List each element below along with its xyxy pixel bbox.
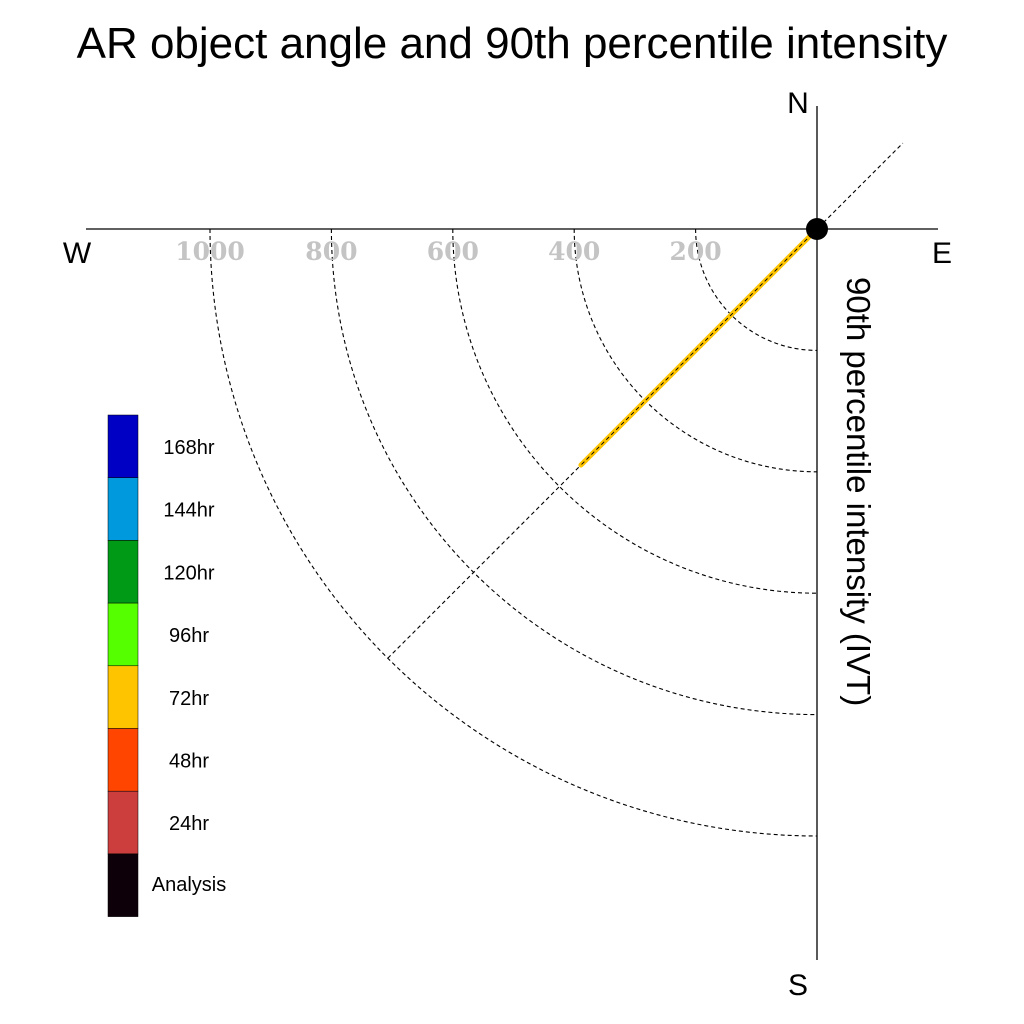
intensity-ring-200 — [695, 228, 818, 351]
legend: 168hr 144hr 120hr 96hr 72hr 48hr 24hr Analysis — [107, 414, 226, 917]
series-line-72hr — [578, 226, 820, 468]
legend-label: 168hr — [163, 437, 214, 459]
legend-swatch — [107, 414, 139, 478]
compass-west: W — [63, 237, 92, 270]
legend-swatch — [107, 602, 139, 667]
legend-label: Analysis — [152, 874, 226, 896]
compass-south: S — [788, 969, 808, 1002]
legend-label: 48hr — [169, 751, 209, 773]
legend-swatch — [107, 540, 139, 604]
legend-label: 120hr — [163, 562, 214, 584]
legend-label: 144hr — [163, 500, 214, 522]
legend-swatch — [107, 728, 139, 792]
trajectory-series — [578, 226, 820, 468]
compass-east: E — [932, 237, 952, 270]
radial-tick-label: 600 — [427, 237, 479, 266]
legend-label: 24hr — [169, 813, 209, 835]
intensity-ring-600 — [452, 228, 818, 594]
legend-label: 72hr — [169, 688, 209, 710]
radial-tick-labels: 200 400 600 800 1000 — [175, 237, 721, 266]
radial-tick-label: 1000 — [175, 237, 245, 266]
legend-swatch — [107, 477, 139, 541]
radial-tick-label: 200 — [670, 237, 722, 266]
radial-axis-label: 90th percentile intensity (IVT) — [840, 277, 877, 706]
origin-marker — [806, 218, 828, 240]
radial-tick-label: 800 — [305, 237, 357, 266]
legend-swatch — [107, 853, 139, 917]
chart-title: AR object angle and 90th percentile inte… — [77, 19, 948, 68]
legend-swatch — [107, 665, 139, 729]
compass-north: N — [787, 87, 809, 120]
radial-tick-label: 400 — [548, 237, 600, 266]
legend-swatch — [107, 790, 139, 855]
legend-label: 96hr — [169, 625, 209, 647]
